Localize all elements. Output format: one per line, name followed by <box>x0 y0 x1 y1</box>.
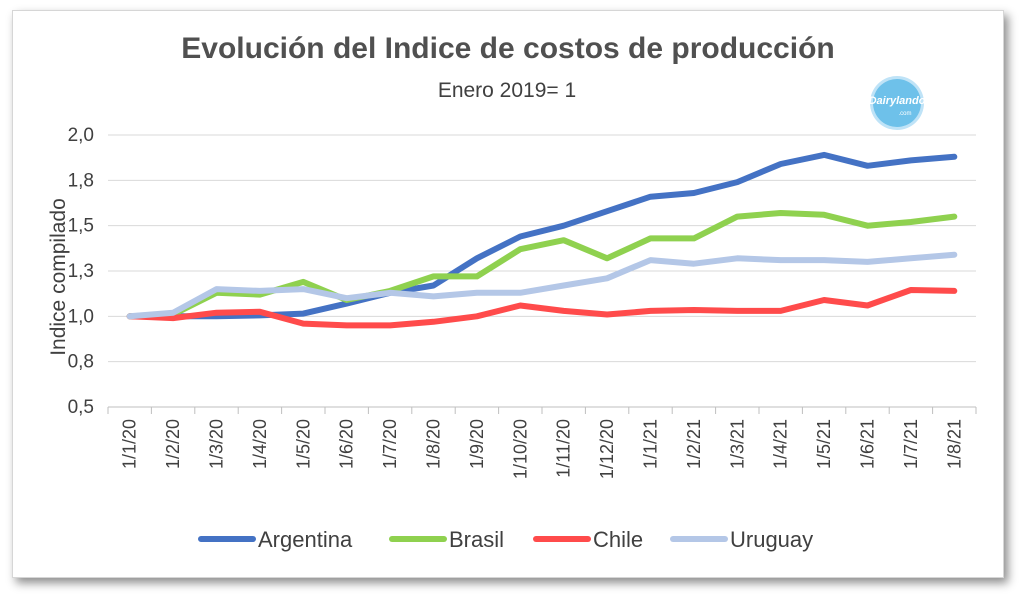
legend: Argentina Brasil Chile Uruguay <box>198 527 813 552</box>
series-lines <box>126 151 958 329</box>
y-tick-label: 1,8 <box>68 170 94 191</box>
x-tick-label: 1/4/20 <box>250 419 270 469</box>
chart-title: Evolución del Indice de costos de produc… <box>181 32 834 65</box>
x-tick-label: 1/2/20 <box>163 419 183 469</box>
x-tick-label: 1/1/20 <box>120 419 140 469</box>
y-tick-label: 0,8 <box>68 352 94 373</box>
y-tick-label: 1,0 <box>68 306 94 327</box>
logo-badge-inner <box>873 79 921 127</box>
x-tick-label: 1/11/20 <box>554 419 574 478</box>
y-tick-label: 1,5 <box>68 216 94 237</box>
legend-label-chile: Chile <box>593 527 643 552</box>
x-tick-label: 1/7/21 <box>901 419 921 469</box>
x-tick-label: 1/7/20 <box>380 419 400 469</box>
x-tick-label: 1/1/21 <box>641 419 661 469</box>
legend-label-uruguay: Uruguay <box>730 527 813 552</box>
y-tick-label: 2,0 <box>68 125 94 146</box>
y-tick-labels: 0,5 0,8 1,0 1,3 1,5 1,8 2,0 <box>68 125 94 418</box>
x-tick-label: 1/3/21 <box>727 419 747 469</box>
y-tick-label: 1,3 <box>68 261 94 282</box>
x-tick-label: 1/10/20 <box>510 419 530 479</box>
x-tick-label: 1/6/20 <box>337 419 357 469</box>
y-axis-label: Indice compilado <box>47 198 70 356</box>
series-line-uruguay <box>126 251 958 320</box>
gridlines <box>108 134 976 408</box>
x-tick-label: 1/12/20 <box>597 419 617 479</box>
x-axis: 1/1/20 1/2/20 1/3/20 1/4/20 1/5/20 1/6/20 1/7/… <box>107 407 977 479</box>
x-tick-label: 1/6/21 <box>858 419 878 469</box>
legend-label-brasil: Brasil <box>449 527 504 552</box>
x-tick-label: 1/8/21 <box>944 419 964 469</box>
x-tick-label: 1/8/20 <box>424 419 444 469</box>
line-chart: Evolución del Indice de costos de produc… <box>47 32 977 552</box>
chart-frame: Evolución del Indice de costos de produc… <box>12 10 1004 578</box>
logo-text: Dairylando <box>869 95 926 107</box>
x-tick-label: 1/5/21 <box>814 419 834 469</box>
series-line-chile <box>126 287 958 329</box>
chart-subtitle: Enero 2019= 1 <box>438 79 576 102</box>
x-tick-label: 1/4/21 <box>771 419 791 469</box>
x-tick-label: 1/9/20 <box>467 419 487 469</box>
x-tick-label: 1/2/21 <box>684 419 704 469</box>
x-tick-label: 1/5/20 <box>293 419 313 469</box>
x-tick-label: 1/3/20 <box>207 419 227 469</box>
logo-sub-text: .com <box>898 111 911 117</box>
y-tick-label: 0,5 <box>68 397 94 418</box>
dairylando-logo: Dairylando .com <box>869 76 926 130</box>
legend-label-argentina: Argentina <box>258 527 353 552</box>
